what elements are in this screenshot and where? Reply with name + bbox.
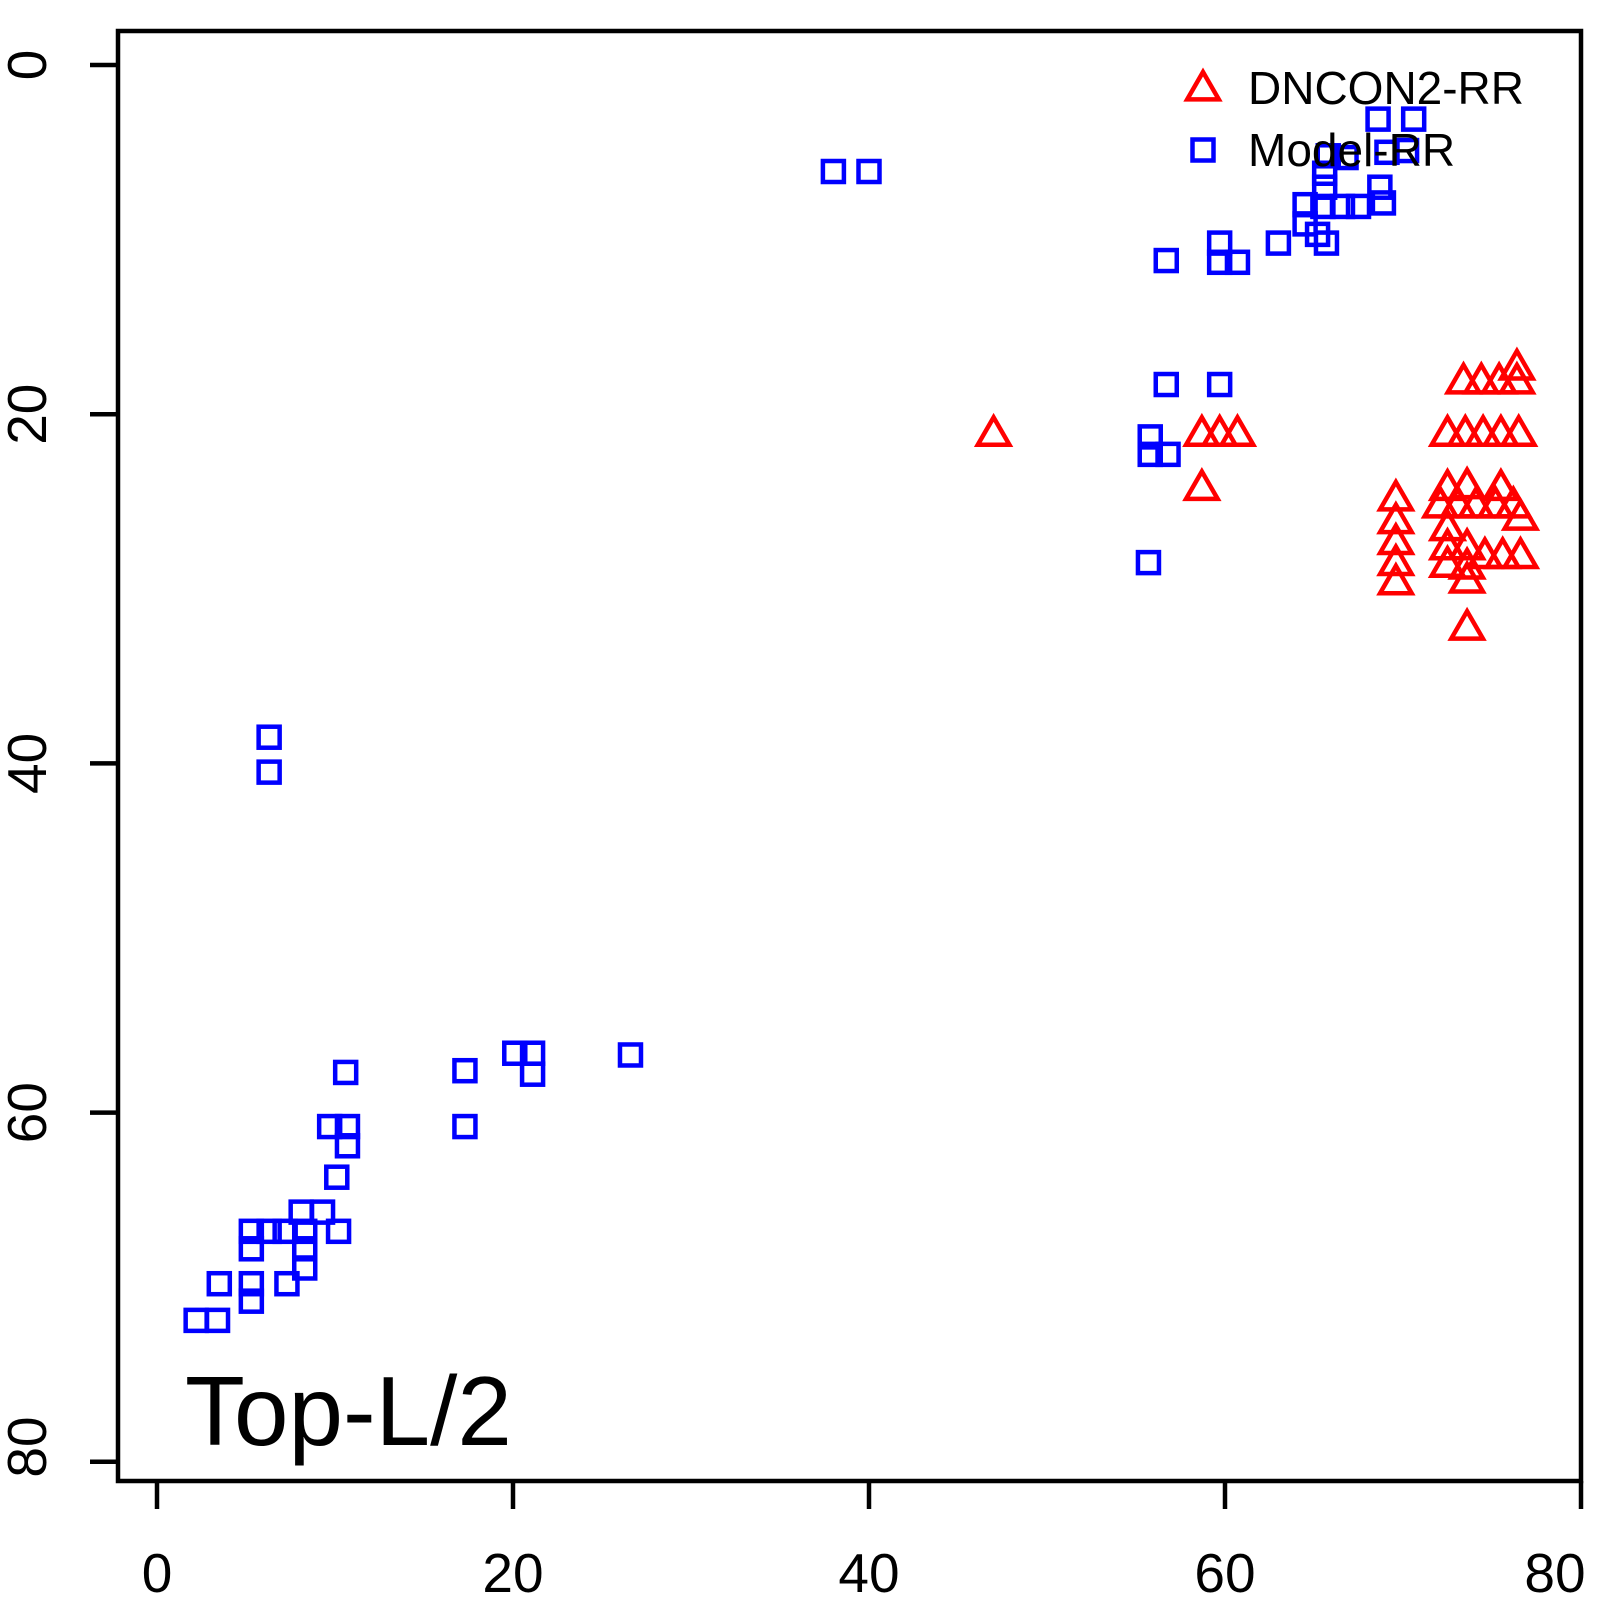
model-rr-point <box>1329 193 1356 220</box>
model-rr-point <box>256 1218 282 1245</box>
model-rr-point <box>1265 230 1292 256</box>
model-rr-point <box>1137 441 1163 468</box>
model-rr-point <box>856 158 882 185</box>
dncon2-rr-point <box>1217 412 1258 448</box>
dncon2-rr-point <box>1447 545 1487 580</box>
legend: DNCON2-RR Model-RR <box>1183 62 1524 176</box>
y-tick-label: 40 <box>0 733 58 794</box>
x-axis-ticks <box>154 1481 1584 1509</box>
plot-title: Top-L/2 <box>185 1356 512 1466</box>
model-rr-point <box>206 1270 233 1297</box>
model-rr-point <box>1153 247 1180 274</box>
model-rr-point <box>332 1059 359 1086</box>
dncon2-rr-point <box>1376 561 1416 596</box>
model-rr-point <box>1135 549 1162 576</box>
model-rr-point <box>325 1218 352 1245</box>
model-rr-point <box>183 1307 209 1334</box>
model-rr-point <box>1153 371 1180 398</box>
model-rr-point <box>1137 424 1163 450</box>
dncon2-rr-point <box>1447 606 1487 641</box>
model-rr-point <box>502 1040 528 1066</box>
dncon2-rr-point <box>1497 346 1537 381</box>
legend-triangle-icon <box>1183 67 1223 102</box>
model-rr-point <box>1315 143 1341 169</box>
model-rr-point <box>204 1307 231 1334</box>
legend-square-icon <box>1190 137 1216 163</box>
x-tick-label: 0 <box>142 1542 173 1600</box>
model-rr-point <box>1345 193 1372 220</box>
x-tick-label: 20 <box>482 1542 543 1600</box>
dncon2-rr-point <box>1376 542 1416 577</box>
model-rr-point <box>519 1061 546 1087</box>
y-tick-label: 0 <box>0 50 58 81</box>
dncon2-rr-point <box>1447 526 1487 561</box>
model-rr-point <box>256 759 282 785</box>
model-rr-point <box>256 724 282 750</box>
model-rr-point <box>334 1133 361 1159</box>
model-rr-point <box>291 1218 318 1245</box>
model-rr-point <box>238 1270 265 1297</box>
model-rr-point <box>820 158 847 185</box>
model-rr-point <box>1206 249 1233 276</box>
model-rr-point <box>324 1164 350 1190</box>
model-rr-point <box>1400 106 1427 132</box>
model-rr-point <box>452 1057 478 1084</box>
plot-border <box>115 28 1584 1484</box>
dncon2-rr-point <box>1376 521 1416 556</box>
dncon2-rr-point <box>1499 412 1539 448</box>
model-rr-point <box>1155 441 1181 468</box>
dncon2-rr-point <box>1447 559 1487 594</box>
legend-label-dncon2: DNCON2-RR <box>1248 62 1524 114</box>
dncon2-rr-point <box>1427 507 1468 542</box>
dncon2-rr-point <box>1376 477 1416 512</box>
legend-label-model: Model-RR <box>1248 124 1455 176</box>
dncon2-rr-point <box>1500 535 1541 570</box>
series-model-rr <box>183 106 1427 1334</box>
model-rr-point <box>238 1288 265 1314</box>
y-tick-label: 20 <box>0 384 58 445</box>
model-rr-point <box>1370 190 1397 216</box>
series-dncon2-rr <box>973 346 1541 641</box>
model-rr-point <box>1365 106 1391 132</box>
x-tick-label: 40 <box>838 1542 899 1600</box>
dncon2-rr-point <box>1500 496 1541 531</box>
y-axis-tick-labels: 0 20 40 60 80 <box>0 50 58 1478</box>
dncon2-rr-point <box>1456 484 1496 519</box>
model-rr-point <box>316 1113 343 1140</box>
model-rr-point <box>1313 230 1340 256</box>
model-rr-point <box>1367 174 1393 200</box>
model-rr-point <box>1206 371 1233 398</box>
model-rr-point <box>617 1042 644 1068</box>
model-rr-point <box>1333 144 1359 171</box>
dncon2-rr-point <box>1447 465 1487 500</box>
y-axis-ticks <box>90 62 118 1465</box>
model-rr-point <box>238 1218 265 1245</box>
model-rr-point <box>452 1113 478 1140</box>
model-rr-point <box>238 1236 265 1262</box>
dncon2-rr-point <box>1427 526 1468 561</box>
dncon2-rr-point <box>973 412 1014 448</box>
y-tick-label: 60 <box>0 1082 58 1143</box>
x-tick-label: 60 <box>1194 1542 1255 1600</box>
model-rr-point <box>1393 137 1420 164</box>
dncon2-rr-point <box>1427 543 1468 579</box>
model-rr-point <box>1224 249 1251 276</box>
model-rr-point <box>274 1270 300 1297</box>
model-rr-point <box>309 1199 336 1225</box>
dncon2-rr-point <box>1182 467 1222 502</box>
model-rr-point <box>291 1255 318 1281</box>
x-tick-label: 80 <box>1524 1542 1585 1600</box>
y-tick-label: 80 <box>0 1416 58 1477</box>
model-rr-point <box>1311 160 1338 187</box>
dncon2-rr-point <box>1376 500 1416 535</box>
x-axis-tick-labels: 0 20 40 60 80 <box>142 1542 1586 1600</box>
